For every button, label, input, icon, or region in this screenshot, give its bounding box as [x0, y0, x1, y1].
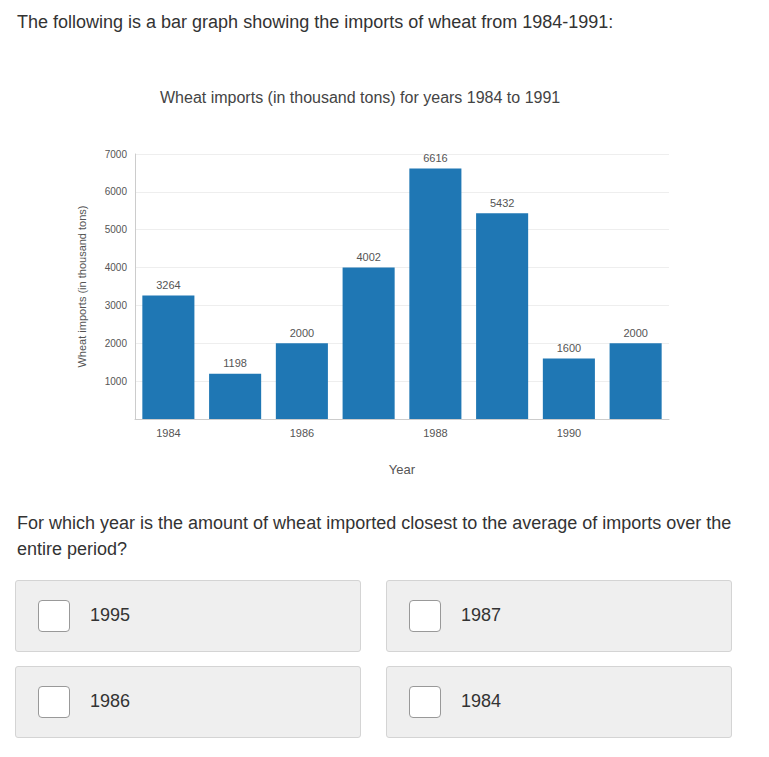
svg-text:7000: 7000	[105, 149, 128, 160]
svg-text:4002: 4002	[356, 251, 380, 263]
svg-text:2000: 2000	[105, 338, 128, 349]
svg-text:3000: 3000	[105, 300, 128, 311]
svg-text:2000: 2000	[623, 327, 647, 339]
svg-text:1984: 1984	[156, 427, 180, 439]
svg-text:3264: 3264	[156, 279, 180, 291]
svg-text:4000: 4000	[105, 262, 128, 273]
html-text:1987: 1987	[461, 605, 501, 625]
svg-text:1990: 1990	[557, 427, 581, 439]
svg-text:2000: 2000	[290, 327, 314, 339]
svg-text:6616: 6616	[423, 152, 447, 164]
svg-text:5000: 5000	[105, 224, 128, 235]
svg-text:6000: 6000	[105, 186, 128, 197]
html-text:1995: 1995	[90, 605, 130, 625]
svg-text:Wheat imports (in thousand ton: Wheat imports (in thousand tons) for yea…	[160, 89, 560, 106]
html-text:1984: 1984	[461, 691, 501, 711]
svg-text:1600: 1600	[557, 342, 581, 354]
svg-text:1988: 1988	[423, 427, 447, 439]
html-text:For which year is the amount o: For which year is the amount of wheat im…	[17, 513, 732, 559]
svg-text:1986: 1986	[290, 427, 314, 439]
svg-text:5432: 5432	[490, 197, 514, 209]
svg-text:Year: Year	[389, 462, 416, 477]
svg-text:1000: 1000	[105, 376, 128, 387]
svg-text:1198: 1198	[223, 357, 247, 369]
html-text:1986: 1986	[90, 691, 130, 711]
svg-text:Wheat imports (in thousand ton: Wheat imports (in thousand tons)	[76, 205, 88, 367]
html-text:The following is a bar graph s: The following is a bar graph showing the…	[17, 12, 614, 32]
